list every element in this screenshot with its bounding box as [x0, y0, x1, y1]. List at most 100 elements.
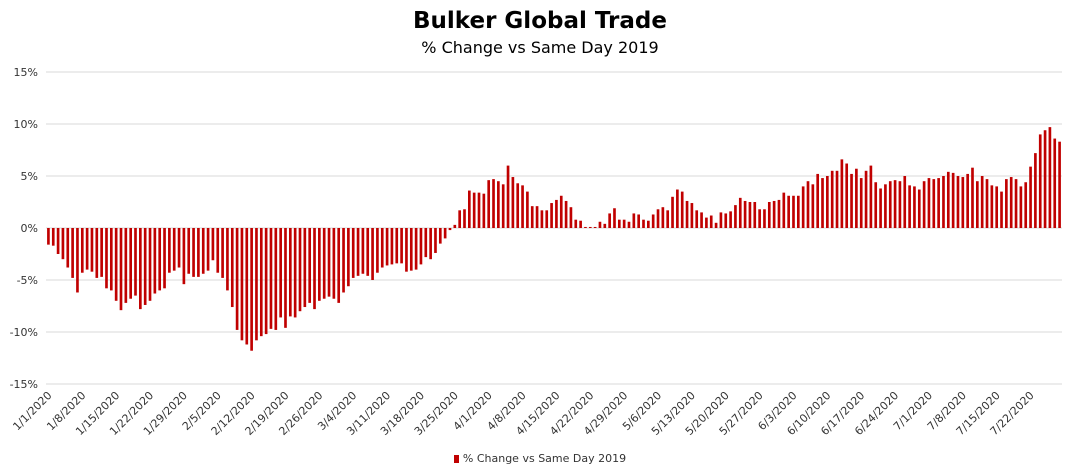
y-tick-label: 5% — [21, 170, 38, 183]
bar — [593, 226, 597, 228]
bar — [327, 228, 331, 297]
chart-subtitle: % Change vs Same Day 2019 — [421, 38, 659, 57]
bar — [153, 228, 157, 294]
bar — [859, 178, 863, 228]
bar — [656, 209, 660, 228]
bar — [579, 220, 582, 228]
bar — [134, 228, 137, 296]
bar — [371, 228, 374, 280]
bar — [356, 228, 360, 276]
bar — [1043, 130, 1047, 228]
bar — [617, 219, 621, 228]
legend: % Change vs Same Day 2019 — [0, 452, 1080, 465]
bar — [569, 207, 573, 228]
bar — [758, 209, 761, 228]
bar — [642, 219, 645, 228]
bar — [1038, 134, 1042, 228]
bar — [651, 214, 655, 228]
bar — [366, 228, 370, 276]
bar — [574, 219, 578, 228]
bar — [719, 212, 723, 228]
bar — [976, 181, 979, 228]
bar — [100, 228, 103, 277]
bar — [821, 178, 824, 228]
bar — [840, 159, 844, 228]
bar — [734, 205, 737, 228]
bar — [313, 228, 316, 310]
bar — [380, 228, 384, 268]
bar — [332, 228, 336, 299]
bar — [419, 228, 423, 265]
bar — [192, 228, 195, 277]
bar — [1053, 138, 1057, 228]
bar — [550, 203, 553, 228]
y-tick-label: 15% — [14, 66, 38, 79]
bar — [385, 228, 389, 266]
bar — [637, 214, 640, 228]
bar — [351, 228, 355, 278]
bar — [966, 173, 969, 228]
bar — [240, 228, 244, 341]
bar — [303, 228, 307, 308]
bar — [530, 206, 534, 228]
bar — [806, 181, 810, 228]
bar — [884, 184, 887, 228]
bar — [540, 210, 544, 228]
bar — [337, 228, 341, 303]
bar — [545, 210, 549, 228]
bar — [226, 228, 229, 291]
bar — [76, 228, 79, 293]
bar — [201, 228, 205, 274]
bar — [497, 181, 500, 228]
bar — [816, 173, 820, 228]
bar — [148, 228, 152, 301]
bar — [830, 170, 834, 228]
bar — [850, 173, 853, 228]
bar — [1000, 191, 1003, 228]
bar — [245, 228, 249, 345]
bar — [472, 192, 476, 228]
y-tick-label: -5% — [17, 274, 38, 287]
bar — [709, 215, 713, 228]
bar — [763, 209, 766, 228]
bar — [124, 228, 128, 303]
bar — [284, 228, 287, 328]
bar — [255, 228, 258, 341]
bar — [1034, 153, 1037, 228]
bar — [985, 179, 989, 228]
bar — [448, 228, 452, 231]
bar — [893, 180, 897, 228]
bar — [913, 186, 916, 228]
bar — [738, 197, 742, 228]
bar — [361, 228, 365, 274]
chart-title: Bulker Global Trade — [413, 8, 667, 34]
bar — [714, 222, 718, 228]
bar — [105, 228, 108, 289]
bar — [700, 212, 703, 228]
bar — [163, 228, 166, 289]
bar — [772, 200, 776, 228]
bar — [235, 228, 239, 330]
bar — [753, 202, 757, 228]
y-tick-label: -10% — [10, 326, 38, 339]
bar — [705, 217, 708, 228]
bar — [172, 228, 176, 271]
bar — [608, 213, 611, 228]
bar — [1019, 186, 1023, 228]
bar — [395, 228, 399, 264]
bar — [695, 210, 699, 228]
bar — [903, 176, 907, 228]
bar — [588, 226, 592, 228]
bar — [405, 228, 408, 272]
bar — [647, 220, 650, 228]
bar — [1005, 179, 1008, 228]
bar — [603, 223, 607, 228]
bar — [119, 228, 123, 311]
bar — [632, 213, 636, 228]
bar — [767, 202, 771, 228]
bar — [434, 228, 437, 253]
bar — [487, 180, 491, 228]
bar — [501, 184, 505, 228]
bar — [1014, 179, 1018, 228]
